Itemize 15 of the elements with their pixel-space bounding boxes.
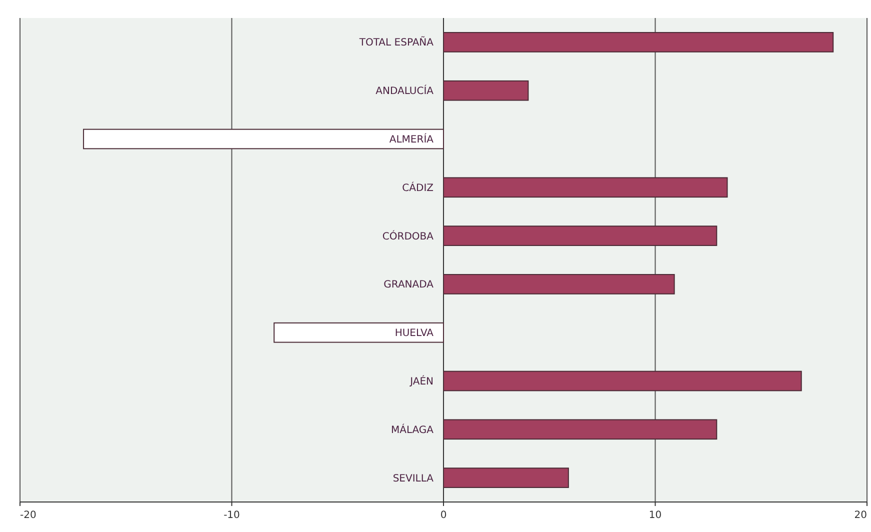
- y-tick-label: ALMERÍA: [389, 132, 434, 146]
- x-tick-label: -20: [20, 510, 36, 521]
- y-tick-label: TOTAL ESPAÑA: [358, 36, 434, 49]
- y-tick-label: ANDALUCÍA: [376, 84, 434, 98]
- y-tick-label: HUELVA: [394, 328, 434, 340]
- y-tick-label: CÓRDOBA: [382, 229, 434, 242]
- x-tick-label: 20: [854, 510, 867, 521]
- x-tick-label: -10: [224, 510, 240, 521]
- y-tick-label: JAÉN: [409, 374, 434, 388]
- y-tick-label: SEVILLA: [392, 473, 434, 484]
- y-tick-label: GRANADA: [384, 280, 434, 291]
- y-tick-label: CÁDIZ: [402, 180, 434, 194]
- x-tick-label: 10: [648, 510, 662, 521]
- x-tick-label: 0: [440, 510, 447, 521]
- y-tick-label: MÁLAGA: [390, 422, 434, 436]
